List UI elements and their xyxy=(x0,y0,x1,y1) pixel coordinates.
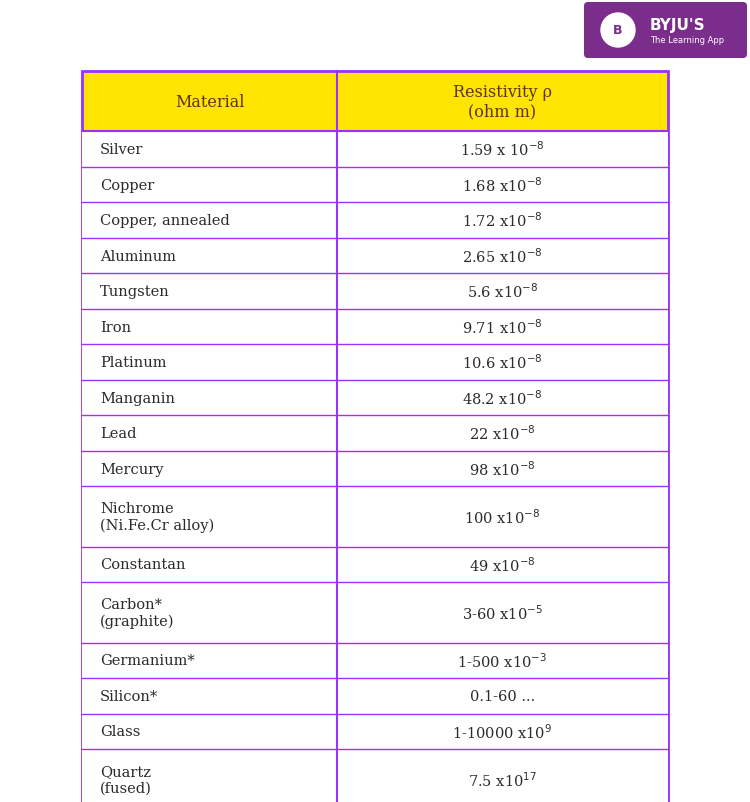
Bar xyxy=(82,274,668,310)
Text: 0.1-60 ...: 0.1-60 ... xyxy=(470,689,535,703)
Bar xyxy=(82,749,668,802)
Text: Silicon*: Silicon* xyxy=(100,689,158,703)
Text: B: B xyxy=(614,25,622,38)
Bar xyxy=(82,487,668,547)
Text: The Learning App: The Learning App xyxy=(650,36,724,45)
Text: BYJU'S: BYJU'S xyxy=(650,18,706,33)
Text: Carbon*
(graphite): Carbon* (graphite) xyxy=(100,597,175,628)
Text: 7.5 x10$^{17}$: 7.5 x10$^{17}$ xyxy=(468,770,537,788)
Text: Copper, annealed: Copper, annealed xyxy=(100,214,230,228)
Bar xyxy=(82,72,668,132)
Bar xyxy=(82,310,668,345)
Text: Glass: Glass xyxy=(100,724,140,739)
Text: Copper: Copper xyxy=(100,178,154,192)
Text: 1-10000 x10$^{9}$: 1-10000 x10$^{9}$ xyxy=(452,722,553,741)
Text: Material: Material xyxy=(175,94,244,111)
Text: Tungsten: Tungsten xyxy=(100,285,170,298)
Bar xyxy=(82,547,668,582)
Bar xyxy=(82,132,668,168)
Bar xyxy=(82,678,668,714)
Bar xyxy=(82,714,668,749)
Text: 98 x10$^{-8}$: 98 x10$^{-8}$ xyxy=(469,460,536,478)
Bar xyxy=(82,72,668,802)
Text: 1-500 x10$^{-3}$: 1-500 x10$^{-3}$ xyxy=(458,651,548,670)
Text: 10.6 x10$^{-8}$: 10.6 x10$^{-8}$ xyxy=(462,354,543,372)
Text: Lead: Lead xyxy=(100,427,136,440)
Text: Platinum: Platinum xyxy=(100,355,166,370)
Bar xyxy=(82,642,668,678)
Text: 5.6 x10$^{-8}$: 5.6 x10$^{-8}$ xyxy=(466,282,538,301)
Text: 1.72 x10$^{-8}$: 1.72 x10$^{-8}$ xyxy=(462,212,543,230)
Text: 1.68 x10$^{-8}$: 1.68 x10$^{-8}$ xyxy=(462,176,543,195)
Text: Resistivity ρ
(ohm m): Resistivity ρ (ohm m) xyxy=(453,83,552,120)
Text: Aluminum: Aluminum xyxy=(100,249,176,263)
Bar xyxy=(82,415,668,452)
Text: Nichrome
(Ni.Fe.Cr alloy): Nichrome (Ni.Fe.Cr alloy) xyxy=(100,501,214,533)
Bar xyxy=(82,380,668,415)
Text: 100 x10$^{-8}$: 100 x10$^{-8}$ xyxy=(464,508,541,526)
Text: 9.71 x10$^{-8}$: 9.71 x10$^{-8}$ xyxy=(462,318,543,337)
Text: Constantan: Constantan xyxy=(100,557,185,572)
Text: 49 x10$^{-8}$: 49 x10$^{-8}$ xyxy=(469,556,536,574)
Text: Germanium*: Germanium* xyxy=(100,654,195,667)
Bar xyxy=(82,168,668,203)
Text: 48.2 x10$^{-8}$: 48.2 x10$^{-8}$ xyxy=(462,389,542,407)
FancyBboxPatch shape xyxy=(584,3,747,59)
Bar xyxy=(82,345,668,380)
Bar xyxy=(82,582,668,642)
Text: Mercury: Mercury xyxy=(100,462,164,476)
Text: Iron: Iron xyxy=(100,320,131,334)
Bar xyxy=(82,203,668,238)
Circle shape xyxy=(601,14,635,48)
Text: Quartz
(fused): Quartz (fused) xyxy=(100,764,152,794)
Bar xyxy=(82,452,668,487)
Text: 3-60 x10$^{-5}$: 3-60 x10$^{-5}$ xyxy=(462,603,543,622)
Text: Manganin: Manganin xyxy=(100,391,175,405)
Bar xyxy=(82,238,668,274)
Text: 22 x10$^{-8}$: 22 x10$^{-8}$ xyxy=(469,424,536,443)
Text: 1.59 x 10$^{-8}$: 1.59 x 10$^{-8}$ xyxy=(460,140,544,160)
Text: Silver: Silver xyxy=(100,143,143,157)
Text: 2.65 x10$^{-8}$: 2.65 x10$^{-8}$ xyxy=(462,247,543,265)
